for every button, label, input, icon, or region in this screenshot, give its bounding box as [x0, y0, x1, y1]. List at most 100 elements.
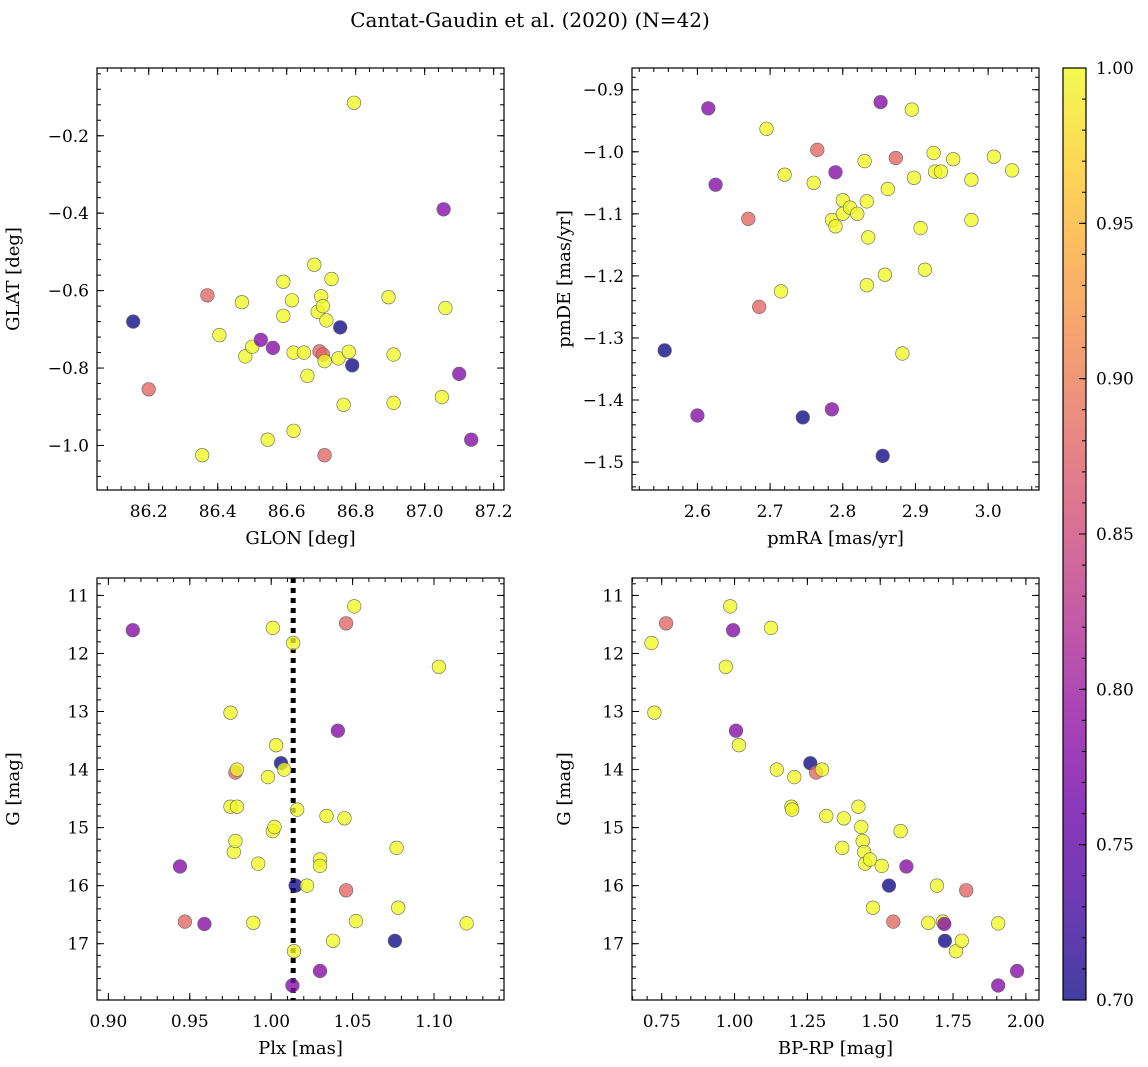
- data-point: [228, 833, 243, 849]
- x-tick-label: 86.6: [268, 502, 306, 522]
- axes-frame: [631, 67, 1040, 491]
- x-axis-label: Plx [mas]: [258, 1038, 343, 1059]
- y-tick-label: −0.4: [48, 204, 89, 224]
- data-point: [331, 351, 346, 366]
- x-tick-label: 1.50: [861, 1012, 899, 1032]
- data-point: [926, 145, 941, 161]
- data-point: [296, 345, 312, 360]
- data-point: [991, 916, 1006, 931]
- data-point: [835, 840, 850, 856]
- data-point: [946, 152, 961, 167]
- y-tick-label: −1.4: [583, 391, 624, 411]
- data-point: [319, 313, 334, 328]
- data-point: [284, 293, 300, 308]
- panel-bprp-g: 0.75 1.00 1.25 1.50 1.75 2.00 11 12 13 14 15 16 17 BP…: [554, 577, 1045, 1059]
- data-point: [265, 620, 280, 636]
- data-point: [348, 913, 364, 929]
- colorbar-tick-label: 0.90: [1096, 370, 1134, 390]
- y-tick-label: 13: [602, 703, 624, 723]
- data-point: [286, 944, 302, 959]
- data-point: [929, 878, 945, 893]
- data-point: [933, 164, 949, 179]
- data-point: [899, 859, 914, 874]
- data-point: [452, 366, 467, 382]
- data-point: [386, 395, 401, 411]
- y-tick-label: −1.3: [583, 329, 624, 349]
- data-point: [991, 978, 1006, 993]
- data-point: [285, 978, 300, 993]
- data-point: [339, 883, 354, 898]
- data-point: [333, 320, 348, 335]
- data-point: [260, 769, 276, 785]
- data-point: [913, 221, 928, 236]
- data-point: [438, 300, 453, 316]
- axes-frame: [631, 577, 1040, 1001]
- data-point: [921, 915, 936, 930]
- data-point: [873, 94, 888, 110]
- data-point: [777, 167, 792, 182]
- panel-pmra-pmde: 2.6 2.7 2.8 2.9 3.0 −1.5 −1.4 −1.3 −1.2 −1.1 −1.0 −…: [554, 67, 1040, 549]
- data-point: [904, 102, 919, 117]
- data-point: [877, 267, 893, 282]
- x-axis-label: GLON [deg]: [245, 528, 355, 549]
- data-point: [986, 149, 1002, 164]
- y-tick-label: −0.2: [48, 127, 89, 147]
- data-point: [708, 177, 723, 192]
- y-tick-label: 17: [67, 935, 89, 955]
- data-point: [806, 175, 821, 190]
- data-point: [326, 933, 341, 948]
- data-point: [917, 262, 933, 277]
- y-tick-label: −0.9: [583, 81, 624, 101]
- y-tick-label: 11: [67, 586, 89, 606]
- colorbar-tick-label: 0.95: [1096, 214, 1134, 234]
- colorbar-gradient: [1063, 68, 1086, 1000]
- data-point: [141, 382, 156, 397]
- data-point: [459, 916, 474, 931]
- y-tick-label: 16: [67, 877, 89, 897]
- data-point: [880, 181, 895, 197]
- x-tick-label: 2.9: [902, 502, 929, 522]
- x-tick-label: 2.00: [1007, 1012, 1045, 1032]
- colorbar-tick-label: 0.75: [1096, 836, 1134, 856]
- data-point: [964, 212, 979, 228]
- y-tick-label: −0.6: [48, 282, 89, 302]
- data-point: [251, 856, 266, 871]
- x-axis-label: pmRA [mas/yr]: [767, 528, 904, 549]
- x-tick-label: 2.6: [684, 502, 711, 522]
- data-point: [893, 823, 908, 839]
- x-tick-label: 3.0: [975, 502, 1002, 522]
- data-point: [267, 819, 282, 835]
- data-point: [647, 705, 662, 720]
- data-point: [795, 410, 810, 425]
- data-point: [861, 230, 876, 245]
- data-point: [731, 738, 747, 753]
- y-axis-label: G [mag]: [554, 752, 575, 825]
- data-point: [317, 448, 332, 463]
- ticks: [632, 578, 1039, 1000]
- data-point: [265, 340, 281, 356]
- data-point: [336, 397, 351, 412]
- x-tick-label: 86.8: [337, 502, 375, 522]
- x-tick-label: 87.0: [406, 502, 444, 522]
- data-point: [787, 769, 802, 785]
- data-point: [769, 762, 784, 777]
- x-tick-label: 1.00: [252, 1012, 290, 1032]
- data-point: [212, 328, 227, 343]
- data-point: [381, 290, 396, 305]
- data-point: [937, 933, 953, 948]
- data-point: [859, 278, 874, 293]
- scatter-points: [126, 95, 479, 463]
- panels: 86.2 86.4 86.6 86.8 87.0 87.2 −1.0 −0.8 −0.6 −0.4…: [3, 67, 1045, 1059]
- data-point: [819, 808, 834, 824]
- y-tick-label: 13: [67, 703, 89, 723]
- data-point: [319, 808, 334, 824]
- y-tick-label: 12: [602, 644, 624, 664]
- scatter-points: [644, 599, 1025, 993]
- y-tick-label: −1.0: [583, 143, 624, 163]
- data-point: [246, 915, 261, 930]
- data-point: [195, 448, 210, 463]
- data-point: [339, 616, 354, 631]
- data-point: [959, 883, 974, 898]
- data-point: [886, 914, 901, 929]
